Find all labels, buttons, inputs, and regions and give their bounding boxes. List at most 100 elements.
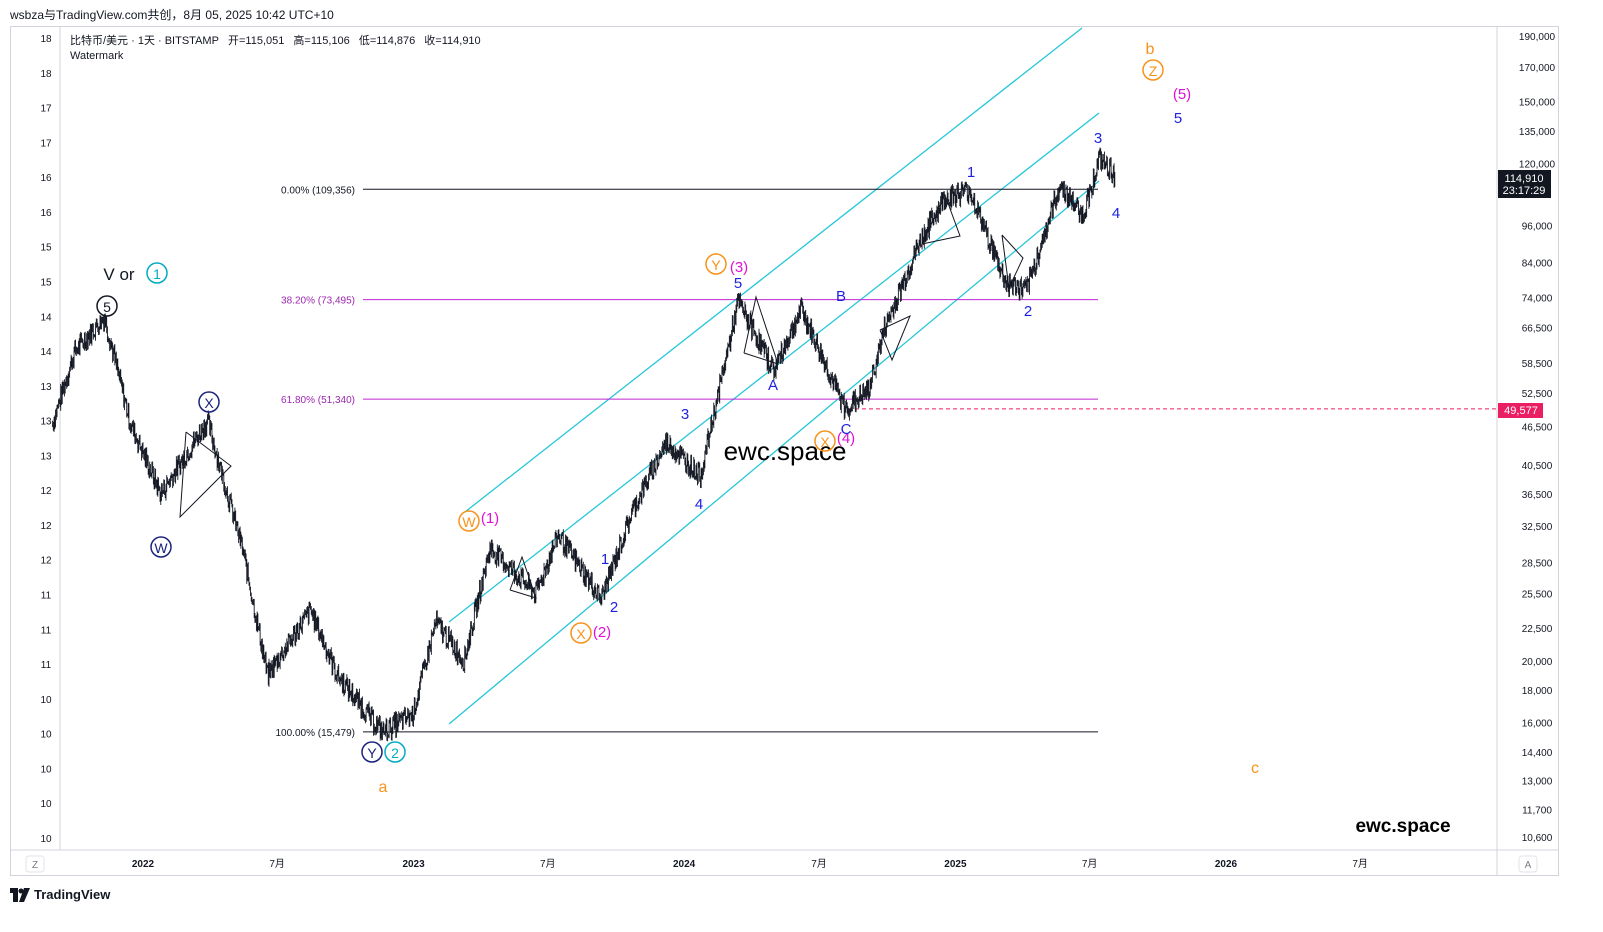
- right-axis-tick: 40,500: [1522, 461, 1553, 472]
- symbol-legend: 比特币/美元 · 1天 · BITSTAMP 开=115,051 高=115,1…: [70, 34, 487, 64]
- left-axis-tick: 18: [40, 34, 52, 45]
- wave-label-blue-4a: 4: [695, 496, 703, 513]
- right-axis-tick: 135,000: [1519, 127, 1556, 138]
- chart-frame: [10, 26, 1559, 876]
- symbol-name[interactable]: 比特币/美元 · 1天 · BITSTAMP: [70, 35, 219, 47]
- time-axis-tick: 7月: [811, 858, 827, 870]
- left-axis-tick: 10: [40, 764, 52, 775]
- wave-label-blue-2a: 2: [610, 599, 618, 616]
- wave-circle-x1-label: X: [576, 626, 586, 642]
- right-axis-tick: 96,000: [1522, 221, 1553, 232]
- right-axis-tick: 74,000: [1522, 294, 1553, 305]
- chart-header-text: wsbza与TradingView.com共创，8月 05, 2025 10:4…: [10, 8, 334, 22]
- wave-label-blue-b: B: [836, 288, 846, 305]
- wave-label-a: a: [379, 779, 388, 796]
- time-axis-tick: 7月: [1352, 858, 1368, 870]
- left-axis-tick: 10: [40, 834, 52, 845]
- watermark-indicator-label[interactable]: Watermark: [70, 50, 124, 62]
- left-axis-tick: 12: [40, 556, 52, 567]
- wave-circle-2-label: 2: [391, 745, 399, 761]
- wave-circle-x2-label: X: [820, 434, 830, 450]
- wave-label-blue-c: C: [841, 421, 852, 438]
- wave-circle-x-outline: [198, 391, 220, 413]
- wave-label-v-or: V or: [103, 265, 135, 284]
- left-axis-tick: 11: [41, 591, 52, 602]
- wave-label-blue-1b: 1: [967, 164, 975, 181]
- time-axis-tick: 2024: [673, 859, 696, 870]
- left-axis-tick: 10: [40, 730, 52, 741]
- channel-line[interactable]: [464, 27, 1083, 513]
- pattern-drawing[interactable]: [743, 295, 779, 365]
- auto-scale-right-label: A: [1525, 860, 1532, 871]
- close-value: 收=114,910: [424, 35, 481, 47]
- wave-circle-y-label: Y: [367, 745, 377, 761]
- left-axis-tick: 12: [40, 521, 52, 532]
- left-axis-tick: 14: [40, 312, 52, 323]
- wave-circle-w-label: W: [154, 540, 168, 556]
- wave-label-blue-2b: 2: [1024, 303, 1032, 320]
- left-axis-tick: 18: [40, 69, 52, 80]
- bar-countdown-timer: 23:17:29: [1503, 185, 1546, 197]
- wave-circle-2-outline: [384, 741, 406, 763]
- right-axis-tick: 13,000: [1522, 776, 1553, 787]
- pattern-drawing[interactable]: [879, 315, 911, 362]
- wave-circle-w-orange-label: W: [462, 514, 476, 530]
- right-axis-tick: 16,000: [1522, 719, 1553, 730]
- right-axis-tick: 20,000: [1522, 657, 1553, 668]
- pattern-drawing[interactable]: [1001, 234, 1024, 290]
- time-axis-tick: 2022: [132, 859, 155, 870]
- right-axis-tick: 18,000: [1522, 686, 1553, 697]
- wave-circle-1-label: 1: [153, 266, 161, 282]
- left-axis-tick: 17: [40, 104, 52, 115]
- left-axis-tick: 11: [41, 660, 52, 671]
- wave-label-blue-5a: 5: [734, 275, 742, 292]
- left-axis-tick: 10: [40, 695, 52, 706]
- wave-label-paren-1: (1): [481, 510, 499, 527]
- fib-level-label: 61.80% (51,340): [281, 395, 355, 406]
- fib-level-label: 0.00% (109,356): [281, 185, 355, 196]
- left-axis-tick: 10: [40, 799, 52, 810]
- right-axis-tick: 170,000: [1519, 63, 1556, 74]
- left-axis-tick: 16: [40, 208, 52, 219]
- tradingview-logo-text: TradingView: [34, 887, 111, 902]
- wave-circle-w-outline: [150, 536, 172, 558]
- left-axis-tick: 13: [40, 451, 52, 462]
- right-axis-tick: 25,500: [1522, 589, 1553, 600]
- wave-circle-x1-outline: [570, 622, 592, 644]
- wave-label-b: b: [1146, 41, 1155, 58]
- level-price-value: 49,577: [1504, 405, 1538, 417]
- auto-scale-right-button[interactable]: [1518, 855, 1538, 873]
- right-axis-tick: 22,500: [1522, 624, 1553, 635]
- time-axis-tick: 2026: [1215, 859, 1238, 870]
- auto-scale-left-label: Z: [32, 860, 38, 871]
- right-axis-tick: 58,500: [1522, 359, 1553, 370]
- right-axis-tick: 28,500: [1522, 559, 1553, 570]
- right-axis-tick: 36,500: [1522, 490, 1553, 501]
- right-axis-tick: 10,600: [1522, 833, 1553, 844]
- right-axis-tick: 46,500: [1522, 423, 1553, 434]
- tradingview-footer[interactable]: TradingView: [10, 887, 110, 902]
- left-axis-tick: 17: [40, 138, 52, 149]
- wave-label-blue-5b: 5: [1174, 110, 1182, 127]
- pattern-drawing[interactable]: [179, 431, 232, 519]
- tradingview-logo-icon: [10, 887, 30, 902]
- pattern-drawing[interactable]: [509, 555, 537, 599]
- pattern-drawing[interactable]: [921, 193, 961, 245]
- left-axis-tick: 15: [40, 243, 52, 254]
- wave-label-blue-a: A: [768, 377, 778, 394]
- left-axis-tick: 15: [40, 277, 52, 288]
- auto-scale-left-button[interactable]: [25, 855, 45, 873]
- right-axis-tick: 120,000: [1519, 160, 1556, 171]
- right-axis-tick: 190,000: [1519, 32, 1556, 43]
- left-axis-tick: 11: [41, 625, 52, 636]
- time-axis-tick: 7月: [540, 858, 556, 870]
- wave-label-blue-4b: 4: [1112, 205, 1120, 222]
- wave-circle-y-orange-outline: [705, 253, 727, 275]
- channel-line[interactable]: [448, 180, 1100, 725]
- wave-circle-y-orange-label: Y: [711, 257, 721, 273]
- fib-level-label: 38.20% (73,495): [281, 296, 355, 307]
- right-axis-tick: 11,700: [1522, 806, 1552, 817]
- wave-circle-x-label: X: [204, 395, 214, 411]
- left-axis-tick: 13: [40, 382, 52, 393]
